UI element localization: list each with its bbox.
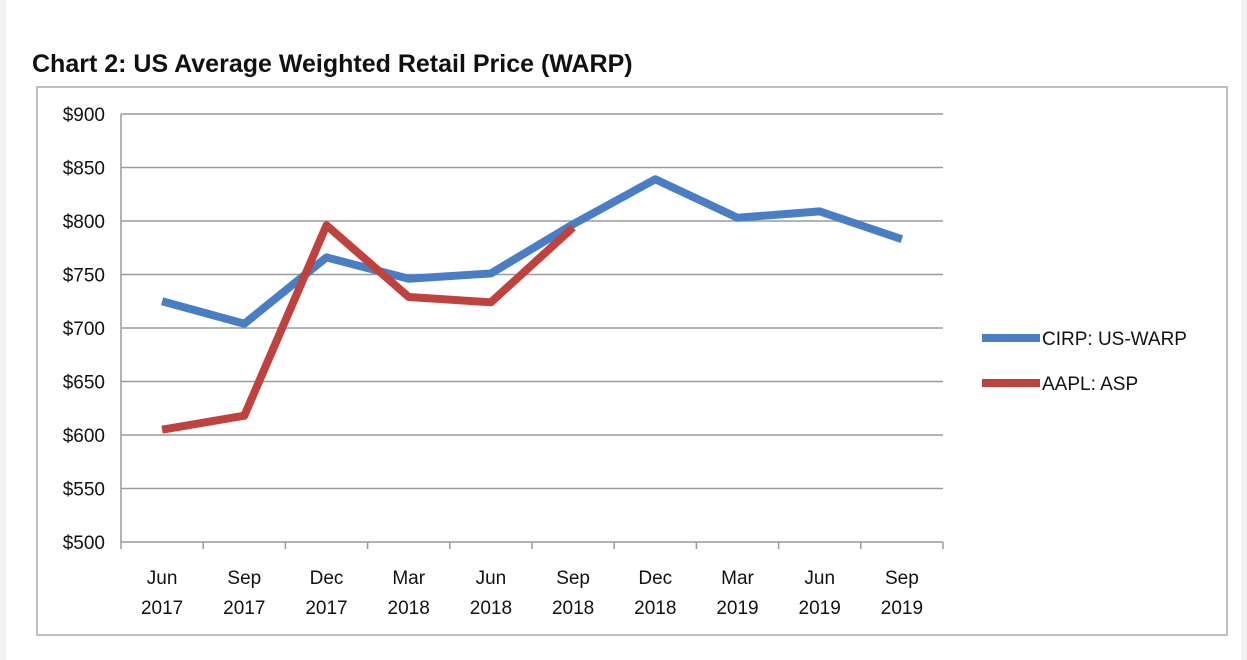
y-tick-label: $800	[63, 212, 105, 233]
page: Chart 2: US Average Weighted Retail Pric…	[6, 0, 1241, 660]
y-tick-label: $550	[63, 480, 105, 501]
x-tick-label: 2017	[305, 598, 347, 619]
x-tick-label: Jun	[147, 568, 178, 589]
legend-label: CIRP: US-WARP	[1042, 329, 1187, 350]
chart-frame	[36, 86, 1228, 636]
y-tick-label: $750	[63, 266, 105, 287]
x-tick-label: Dec	[310, 568, 344, 589]
x-tick-label: Jun	[804, 568, 835, 589]
x-tick-label: 2019	[799, 598, 841, 619]
legend-label: AAPL: ASP	[1042, 374, 1138, 395]
line-chart: $500 $550 $600 $650 $700 $750 $800 $850 $900 Jun 2…	[63, 105, 1187, 619]
x-tick-label: Sep	[227, 568, 261, 589]
x-tick-label: 2017	[141, 598, 183, 619]
x-tick-label: 2018	[388, 598, 430, 619]
y-tick-label: $600	[63, 426, 105, 447]
y-tick-label: $900	[63, 105, 105, 126]
y-tick-label: $500	[63, 533, 105, 554]
x-tick-label: 2018	[634, 598, 676, 619]
x-tick-label: 2019	[716, 598, 758, 619]
x-tick-label: 2018	[470, 598, 512, 619]
x-tick-label: Mar	[721, 568, 754, 589]
x-tick-label: Sep	[556, 568, 590, 589]
x-tick-label: 2017	[223, 598, 265, 619]
x-tick-label: 2018	[552, 598, 594, 619]
x-tick-label: Dec	[638, 568, 672, 589]
series-line-2	[161, 221, 576, 434]
series-line-1	[161, 175, 904, 328]
x-tick-label: Sep	[885, 568, 919, 589]
y-tick-label: $850	[63, 159, 105, 180]
x-tick-label: Jun	[476, 568, 507, 589]
chart-title: Chart 2: US Average Weighted Retail Pric…	[32, 50, 633, 78]
y-tick-label: $650	[63, 373, 105, 394]
y-tick-label: $700	[63, 319, 105, 340]
x-tick-label: 2019	[881, 598, 923, 619]
x-tick-label: Mar	[392, 568, 425, 589]
